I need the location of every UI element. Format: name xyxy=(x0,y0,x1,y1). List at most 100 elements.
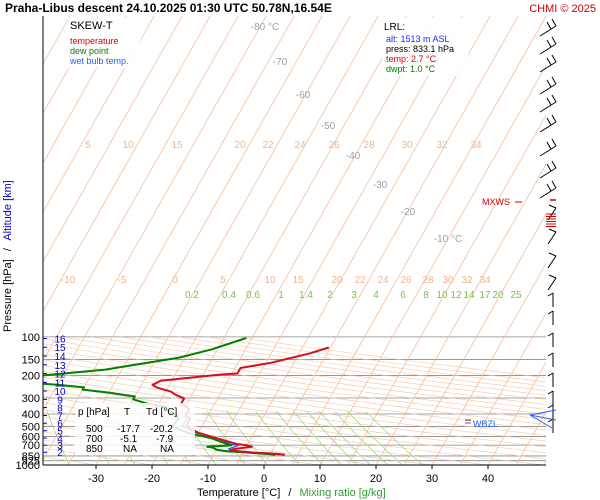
mixing-ratio-label: 8 xyxy=(423,290,429,301)
surface-wind-barb xyxy=(529,409,557,429)
isotherm-label: 26 xyxy=(400,275,412,286)
isotherm-label: -80 °C xyxy=(251,22,279,33)
altitude-tick-label: 15 xyxy=(54,343,66,354)
isotherm-line xyxy=(43,16,99,115)
isotherm-line xyxy=(43,16,155,214)
x-axis-label-separator: / xyxy=(288,487,292,499)
isotherm-line xyxy=(543,460,546,465)
wind-barb xyxy=(539,94,557,113)
lrl-press: press: 833.1 hPa xyxy=(386,44,454,54)
pressure-tick-label: 700 xyxy=(22,440,40,452)
wind-barb xyxy=(539,138,557,157)
legend-dewpoint: dew point xyxy=(70,46,109,56)
dry-adiabat-line xyxy=(43,343,546,415)
mixing-ratio-line xyxy=(255,410,300,465)
mixing-ratio-label: 1.4 xyxy=(299,290,313,301)
isotherm-line xyxy=(375,163,546,465)
pressure-tick-label: 850 xyxy=(22,451,40,463)
chart-title: Praha-Libus descent 24.10.2025 01:30 UTC… xyxy=(5,1,332,15)
x-tick-label: 30 xyxy=(426,473,438,485)
isotherm-label: -40 xyxy=(346,151,361,162)
mixing-ratio-label: 3 xyxy=(351,290,357,301)
mixing-ratio-label: 0.6 xyxy=(246,290,260,301)
table-header-td: Td [°C] xyxy=(146,407,177,418)
mixing-ratio-label: 17 xyxy=(479,290,491,301)
isotherm-label: -20 xyxy=(401,207,416,218)
plot-area xyxy=(43,16,546,465)
isotherm-label: 28 xyxy=(422,275,434,286)
dry-adiabat-line xyxy=(43,402,491,465)
y-axis-label-pressure: Pressure [hPa] xyxy=(2,259,14,332)
mxws-marker: MXWS xyxy=(482,197,522,207)
wind-barb xyxy=(539,114,557,133)
background-grid xyxy=(43,16,546,465)
wind-barb xyxy=(547,292,554,307)
mixing-ratio-line xyxy=(365,410,424,465)
mixing-ratio-label: 0.2 xyxy=(185,290,199,301)
isotherm-label: -10 °C xyxy=(434,234,462,245)
wind-barb xyxy=(539,76,557,95)
lrl-dwpt: dwpt: 1.0 °C xyxy=(386,64,436,74)
isotherm-label: 34 xyxy=(470,140,482,151)
isotherm-label: 15 xyxy=(292,275,304,286)
isotherm-line xyxy=(207,16,463,465)
isotherm-line xyxy=(67,16,323,465)
isotherm-label: 20 xyxy=(331,275,343,286)
wind-barb xyxy=(547,372,554,387)
wind-barbs xyxy=(529,18,557,433)
dry-adiabat-line xyxy=(43,456,98,465)
levels-table: p [hPa] T Td [°C] 500 -17.7 -20.2 700 -5… xyxy=(75,403,195,455)
y-axis-label-altitude: Altitude [km] xyxy=(2,180,14,241)
wind-barb xyxy=(547,352,554,367)
legend-temperature: temperature xyxy=(70,36,119,46)
table-header-p: p [hPa] xyxy=(78,407,110,418)
dry-adiabat-line xyxy=(43,376,546,448)
table-cell: NA xyxy=(123,444,137,455)
altitude-tick-label: 2 xyxy=(57,448,63,459)
table-cell: -17.7 xyxy=(117,424,140,435)
dry-adiabat-line xyxy=(91,336,546,401)
altitude-tick-label: 5 xyxy=(57,427,63,438)
wind-barb xyxy=(539,36,557,55)
y-axis-title: Pressure [hPa] / Altitude [km] xyxy=(2,180,14,332)
dry-adiabat-line xyxy=(43,447,154,465)
x-tick-label: 20 xyxy=(370,473,382,485)
isotherm-line xyxy=(43,16,183,263)
isotherm-line xyxy=(487,361,546,465)
isotherm-label: 24 xyxy=(294,140,306,151)
pressure-tick-label: 150 xyxy=(22,354,40,366)
altitude-tick-label: 8 xyxy=(57,404,63,415)
pressure-tick-label: 400 xyxy=(22,409,40,421)
table-cell: -5.1 xyxy=(120,434,138,445)
mixing-ratio-label: 2 xyxy=(327,290,333,301)
wind-barb xyxy=(547,252,557,269)
dry-adiabat-line xyxy=(43,348,546,420)
mixing-ratio-label: 20 xyxy=(492,290,504,301)
isotherm-label: 30 xyxy=(442,275,454,286)
table-cell: 500 xyxy=(86,424,103,435)
wind-barb xyxy=(539,54,557,73)
mixing-ratio-line xyxy=(318,410,372,465)
legend-box xyxy=(68,18,140,68)
dry-adiabat-line xyxy=(43,370,546,442)
pressure-tick-label: 1000 xyxy=(16,460,40,472)
isotherm-label: 10 xyxy=(122,140,134,151)
altitude-tick-label: 4 xyxy=(57,434,63,445)
altitude-tick-label: 14 xyxy=(54,352,66,363)
grid-labels: -80 °C-70-60-50-40-30-20-10 °C5 10 15 20 22 2… xyxy=(61,22,522,301)
dry-adiabat-line xyxy=(43,389,546,460)
mixing-ratio-line xyxy=(347,410,403,465)
altitude-tick-label: 3 xyxy=(57,441,63,452)
pressure-tick-label: 600 xyxy=(22,432,40,444)
isotherm-line xyxy=(291,16,546,465)
legend-title: SKEW-T xyxy=(70,20,113,32)
dry-adiabat-line xyxy=(43,338,546,410)
dry-adiabat-line xyxy=(43,359,546,431)
x-tick-label: 0 xyxy=(261,473,267,485)
y-axis-label-separator: / xyxy=(2,247,14,251)
altitude-tick-label: 9 xyxy=(57,395,63,406)
isotherm-line xyxy=(151,16,407,465)
isotherm-label: 10 xyxy=(264,275,276,286)
isotherm-line xyxy=(403,213,546,465)
wind-barb xyxy=(547,310,554,325)
